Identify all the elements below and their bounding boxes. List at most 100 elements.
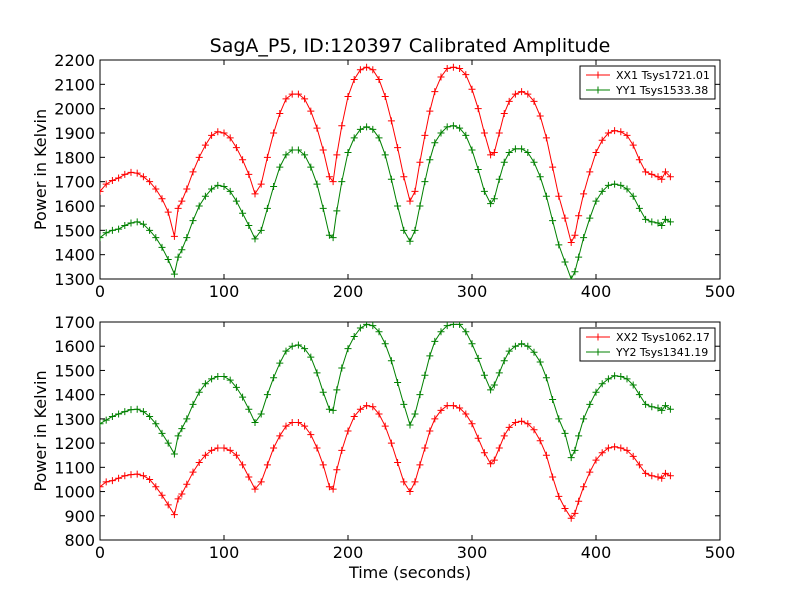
data-point: [456, 65, 464, 73]
data-point: [490, 381, 498, 389]
data-point: [449, 63, 457, 71]
data-point: [152, 234, 160, 242]
data-point: [183, 415, 191, 423]
y-tick-label: 1100: [54, 458, 95, 477]
data-point: [325, 483, 333, 491]
data-point: [270, 129, 278, 137]
data-point: [121, 408, 129, 416]
data-point: [511, 342, 519, 350]
data-point: [411, 478, 419, 486]
data-point: [495, 129, 503, 137]
data-point: [426, 156, 434, 164]
data-point: [263, 153, 271, 161]
data-point: [648, 472, 656, 480]
data-point: [592, 197, 600, 205]
legend-swatch-marker: [594, 86, 602, 94]
data-point: [183, 234, 191, 242]
data-point: [536, 358, 544, 366]
data-point: [449, 322, 457, 328]
data-point: [208, 446, 216, 454]
data-point: [121, 170, 129, 178]
data-point: [301, 95, 309, 103]
data-point: [586, 214, 594, 222]
data-point: [214, 444, 222, 452]
data-point: [642, 215, 650, 223]
y-axis-label: Power in Kelvin: [31, 370, 50, 491]
data-point: [524, 148, 532, 156]
data-point: [555, 492, 563, 500]
data-point: [658, 221, 666, 229]
data-point: [490, 148, 498, 156]
data-point: [604, 181, 612, 189]
data-point: [174, 253, 182, 261]
data-point: [282, 151, 290, 159]
data-point: [394, 202, 402, 210]
data-point: [406, 197, 414, 205]
data-point: [490, 456, 498, 464]
data-point: [623, 375, 631, 383]
data-point: [394, 458, 402, 466]
data-point: [100, 234, 104, 242]
data-point: [294, 146, 302, 154]
y-tick-label: 1500: [54, 221, 95, 240]
data-point: [100, 483, 104, 491]
data-point: [611, 127, 619, 135]
x-tick-label: 400: [581, 543, 612, 562]
data-point: [375, 328, 383, 336]
data-point: [437, 129, 445, 137]
data-point: [661, 168, 669, 176]
data-point: [648, 218, 656, 226]
data-point: [654, 173, 662, 181]
data-point: [108, 226, 116, 234]
y-tick-label: 1700: [54, 173, 95, 192]
data-point: [406, 488, 414, 496]
data-point: [350, 75, 358, 83]
data-point: [257, 226, 265, 234]
data-point: [307, 431, 315, 439]
data-point: [133, 218, 141, 226]
data-point: [426, 427, 434, 435]
data-point: [170, 232, 178, 240]
data-point: [387, 357, 395, 365]
data-point: [661, 469, 669, 477]
data-point: [189, 168, 197, 176]
data-point: [369, 403, 377, 411]
data-point: [257, 478, 265, 486]
data-point: [356, 405, 364, 413]
data-point: [208, 131, 216, 139]
data-point: [480, 129, 488, 137]
data-point: [487, 386, 495, 394]
data-point: [524, 342, 532, 350]
data-point: [232, 197, 240, 205]
data-point: [406, 237, 414, 245]
data-point: [363, 63, 371, 71]
data-point: [307, 107, 315, 115]
data-point: [232, 144, 240, 152]
data-point: [313, 444, 321, 452]
data-point: [152, 185, 160, 193]
data-point: [170, 270, 178, 278]
data-point: [387, 439, 395, 447]
data-point: [654, 404, 662, 412]
data-point: [270, 183, 278, 191]
data-point: [449, 402, 457, 410]
data-point: [115, 474, 123, 482]
data-point: [375, 75, 383, 83]
data-point: [108, 176, 116, 184]
data-point: [369, 322, 377, 330]
data-point: [474, 354, 482, 362]
data-point: [571, 509, 579, 517]
data-point: [598, 187, 606, 195]
data-point: [301, 345, 309, 353]
data-point: [239, 156, 247, 164]
data-point: [251, 190, 259, 198]
data-point: [220, 444, 228, 452]
data-point: [443, 402, 451, 410]
data-point: [536, 112, 544, 120]
data-point: [661, 402, 669, 410]
data-point: [108, 412, 116, 420]
data-point: [245, 405, 253, 413]
legend-swatch-marker: [594, 348, 602, 356]
data-point: [431, 139, 439, 147]
data-point: [139, 173, 147, 181]
